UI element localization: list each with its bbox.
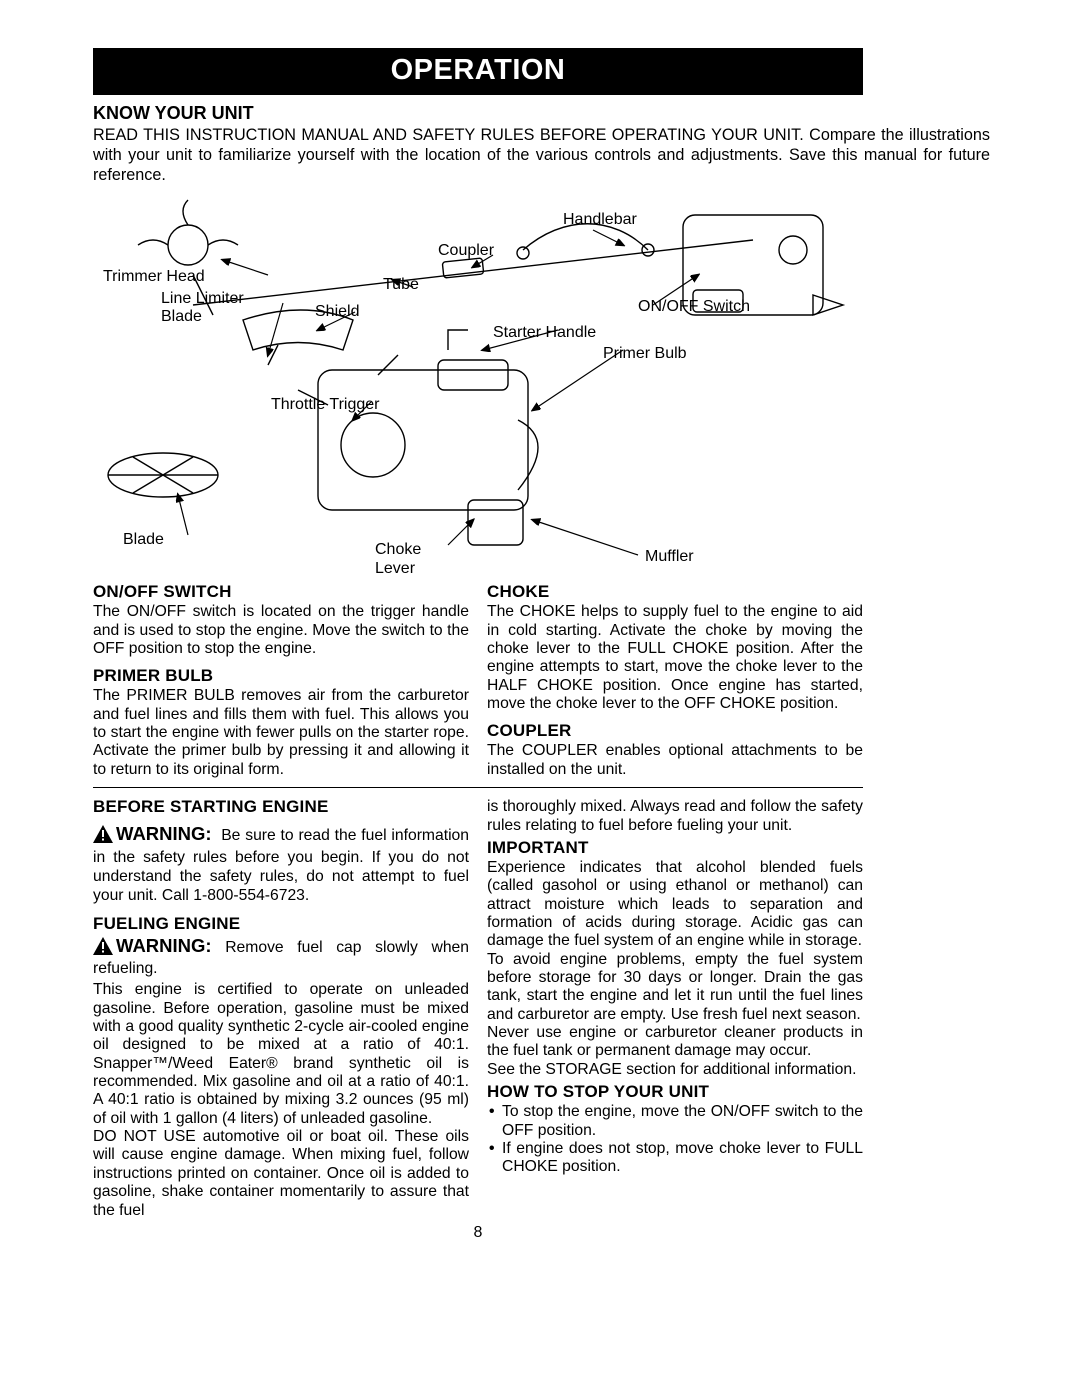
text-on-off-switch: The ON/OFF switch is located on the trig… bbox=[93, 603, 469, 658]
label-handlebar: Handlebar bbox=[563, 210, 637, 229]
text-choke: The CHOKE helps to supply fuel to the en… bbox=[487, 603, 863, 713]
label-choke-lever: Choke Lever bbox=[375, 540, 421, 578]
heading-primer-bulb: PRIMER BULB bbox=[93, 666, 469, 686]
label-coupler: Coupler bbox=[438, 241, 494, 260]
fuel-paragraph-1: This engine is certified to operate on u… bbox=[93, 981, 469, 1128]
important-para-1: Experience indicates that alcohol blende… bbox=[487, 859, 863, 951]
label-line-limiter: Line Limiter bbox=[161, 289, 244, 308]
warning-fuel-info: WARNING: Be sure to read the fuel inform… bbox=[93, 823, 469, 905]
top-col-left: ON/OFF SWITCH The ON/OFF switch is locat… bbox=[93, 579, 469, 779]
section-banner: OPERATION bbox=[93, 48, 863, 95]
text-primer-bulb: The PRIMER BULB removes air from the car… bbox=[93, 687, 469, 779]
warning-label-1: WARNING: bbox=[116, 823, 212, 844]
heading-coupler: COUPLER bbox=[487, 721, 863, 741]
important-para-2: To avoid engine problems, empty the fuel… bbox=[487, 951, 863, 1024]
stop-bullet-list: To stop the engine, move the ON/OFF swit… bbox=[487, 1103, 863, 1176]
heading-on-off-switch: ON/OFF SWITCH bbox=[93, 582, 469, 602]
heading-how-to-stop: HOW TO STOP YOUR UNIT bbox=[487, 1082, 863, 1102]
bottom-col-right: is thoroughly mixed. Always read and fol… bbox=[487, 794, 863, 1220]
important-para-4: See the STORAGE section for additional i… bbox=[487, 1061, 863, 1079]
page: OPERATION KNOW YOUR UNIT READ THIS INSTR… bbox=[0, 0, 1080, 1242]
text-coupler: The COUPLER enables optional attachments… bbox=[487, 742, 863, 779]
heading-know-your-unit: KNOW YOUR UNIT bbox=[93, 103, 990, 124]
label-blade-bottom: Blade bbox=[123, 530, 164, 549]
unit-diagram: Handlebar Coupler Trimmer Head Tube Line… bbox=[93, 195, 863, 575]
intro-paragraph: READ THIS INSTRUCTION MANUAL AND SAFETY … bbox=[93, 126, 990, 185]
label-tube: Tube bbox=[383, 275, 419, 294]
label-muffler: Muffler bbox=[645, 547, 694, 566]
warning-fuel-cap: WARNING: Remove fuel cap slowly when ref… bbox=[93, 935, 469, 980]
heading-before-starting: BEFORE STARTING ENGINE bbox=[93, 797, 469, 817]
label-on-off: ON/OFF Switch bbox=[638, 297, 750, 316]
label-blade-top: Blade bbox=[161, 307, 202, 326]
fuel-continue: is thoroughly mixed. Always read and fol… bbox=[487, 798, 863, 835]
page-number: 8 bbox=[93, 1224, 863, 1242]
stop-bullet-2: If engine does not stop, move choke leve… bbox=[487, 1140, 863, 1177]
label-shield: Shield bbox=[315, 302, 359, 321]
bottom-col-left: BEFORE STARTING ENGINE WARNING: Be sure … bbox=[93, 794, 469, 1220]
heading-fueling-engine: FUELING ENGINE bbox=[93, 914, 469, 934]
important-para-3: Never use engine or carburetor cleaner p… bbox=[487, 1024, 863, 1061]
label-trimmer-head: Trimmer Head bbox=[103, 267, 205, 286]
stop-bullet-1: To stop the engine, move the ON/OFF swit… bbox=[487, 1103, 863, 1140]
warning-label-2: WARNING: bbox=[116, 935, 212, 956]
fuel-paragraph-2: DO NOT USE automotive oil or boat oil. T… bbox=[93, 1128, 469, 1220]
section-divider bbox=[93, 787, 863, 788]
bottom-columns: BEFORE STARTING ENGINE WARNING: Be sure … bbox=[93, 794, 863, 1220]
warning-icon bbox=[93, 937, 113, 961]
top-columns: ON/OFF SWITCH The ON/OFF switch is locat… bbox=[93, 579, 863, 779]
top-col-right: CHOKE The CHOKE helps to supply fuel to … bbox=[487, 579, 863, 779]
heading-choke: CHOKE bbox=[487, 582, 863, 602]
label-throttle-trigger: Throttle Trigger bbox=[271, 395, 379, 414]
warning-icon bbox=[93, 825, 113, 849]
heading-important: IMPORTANT bbox=[487, 838, 863, 858]
label-primer-bulb: Primer Bulb bbox=[603, 344, 687, 363]
label-starter-handle: Starter Handle bbox=[493, 323, 596, 342]
